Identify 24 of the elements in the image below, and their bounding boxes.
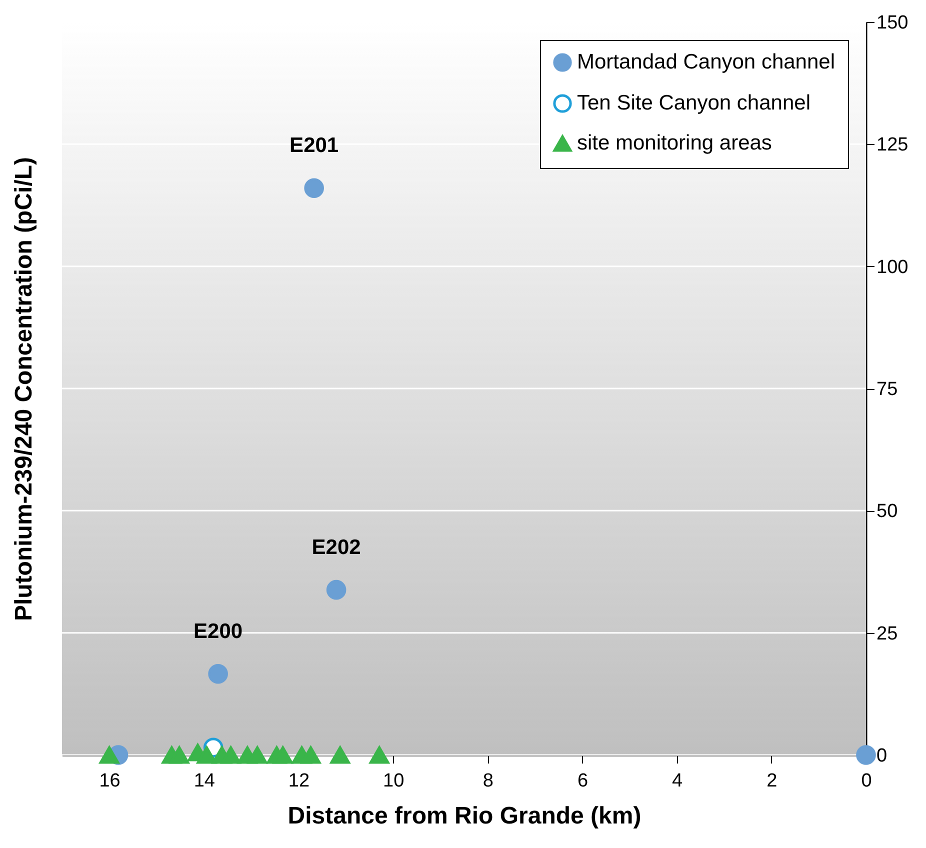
annotation: E200 [194, 620, 243, 643]
y-tick-label: 125 [876, 134, 908, 156]
x-tick-label: 8 [482, 770, 494, 792]
legend-label: site monitoring areas [577, 132, 772, 154]
x-tick-label: 0 [861, 770, 872, 792]
y-tick-label: 150 [876, 12, 908, 34]
y-tick-label: 50 [876, 501, 898, 522]
x-axis-title: Distance from Rio Grande (km) [288, 802, 642, 830]
legend-label: Mortandad Canyon channel [577, 50, 836, 74]
x-tick-label: 16 [99, 770, 120, 792]
y-tick-label: 25 [876, 623, 898, 644]
x-tick-label: 10 [382, 770, 404, 792]
annotation: E202 [312, 536, 361, 559]
y-tick-label: 100 [876, 256, 908, 278]
y-tick-label: 75 [876, 379, 898, 400]
x-tick-label: 6 [577, 770, 588, 792]
x-tick-label: 2 [766, 770, 778, 792]
y-tick-label: 0 [876, 746, 888, 766]
y-axis-title: Plutonium-239/240 Concentration (pCi/L) [10, 156, 38, 622]
legend-label: Ten Site Canyon channel [577, 92, 810, 114]
annotation: E201 [290, 134, 339, 158]
x-tick-label: 14 [194, 770, 216, 792]
x-tick-label: 4 [672, 770, 684, 792]
x-tick-label: 12 [288, 770, 310, 792]
